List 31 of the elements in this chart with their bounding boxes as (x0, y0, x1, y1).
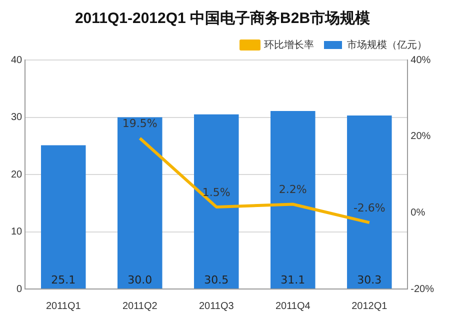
data-label: 31.1 (280, 273, 306, 286)
y2-tick-label: 20% (410, 131, 431, 142)
data-label: 30.3 (357, 273, 382, 286)
y2-tick-label: 0% (410, 207, 426, 218)
bar (194, 114, 239, 288)
bar (41, 145, 86, 288)
data-label: -2.6% (353, 201, 386, 214)
x-tick-label: 2011Q1 (46, 300, 82, 312)
y-tick-label: 40 (11, 54, 23, 66)
x-tick-label: 2011Q3 (198, 300, 234, 312)
data-label: 2.2% (278, 183, 307, 196)
data-label: 30.0 (128, 273, 152, 286)
data-label: 25.1 (51, 273, 76, 286)
y2-tick-label: 40% (410, 54, 431, 66)
legend-label: 环比增长率 (264, 38, 314, 51)
data-label: 19.5% (122, 117, 158, 130)
x-tick-label: 2012Q1 (352, 300, 388, 312)
y-tick-label: 30 (11, 112, 23, 123)
y-tick-label: 10 (11, 226, 23, 238)
bar (347, 116, 392, 288)
data-label: 1.5% (202, 186, 230, 199)
y2-tick-label: -20% (410, 284, 434, 295)
x-tick-label: 2011Q2 (122, 300, 158, 312)
chart-title: 2011Q1-2012Q1 中国电子商务B2B市场规模 (74, 9, 372, 28)
x-tick-label: 2011Q4 (275, 300, 311, 312)
bar (270, 110, 316, 288)
bar (118, 117, 162, 288)
y-tick-label: 20 (11, 169, 23, 180)
y-tick-label: 0 (16, 284, 23, 295)
legend-label: 市场规模（亿元） (347, 38, 427, 51)
data-label: 30.5 (204, 273, 229, 286)
